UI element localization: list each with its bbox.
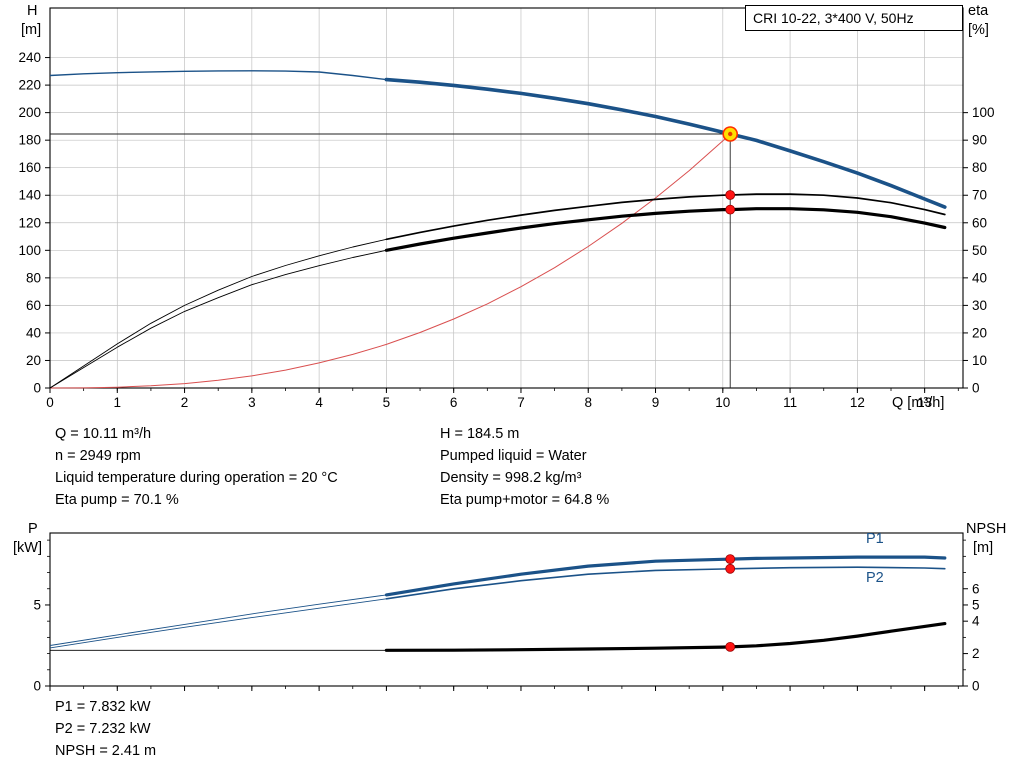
info-line-liquid: Pumped liquid = Water [440, 448, 587, 464]
x-tick-label: 6 [450, 395, 458, 410]
y-left-tick-label: 40 [26, 325, 41, 340]
y-left-tick-label: 0 [33, 381, 41, 396]
P2-curve [385, 566, 946, 600]
p-axis-title: P [28, 521, 38, 537]
eta-pump-motor-curve [384, 207, 947, 252]
info-line-p1: P1 = 7.832 kW [55, 699, 151, 715]
npsh-axis-unit: [m] [973, 540, 994, 556]
x-tick-label: 7 [517, 395, 525, 410]
npsh-axis-title: NPSH [966, 521, 1007, 537]
info-line-density: Density = 998.2 kg/m³ [440, 470, 582, 486]
y-left-tick-label: 180 [18, 133, 41, 148]
p1-series-label: P1 [866, 531, 884, 547]
duty-info-right: H = 184.5 m Pumped liquid = Water Densit… [440, 423, 609, 511]
eta-pump-point [725, 190, 736, 200]
info-line-p2: P2 = 7.232 kW [55, 721, 151, 737]
eta-pump-curve [385, 193, 946, 241]
y-right-tick-label: 0 [972, 679, 980, 694]
y-right-tick-label: 4 [972, 614, 980, 629]
y-right-tick-label: 40 [972, 270, 987, 285]
x-tick-label: 9 [652, 395, 660, 410]
y-left-tick-label: 80 [26, 270, 41, 285]
y-left-tick-label: 160 [18, 160, 41, 175]
x-tick-label: 11 [783, 395, 797, 410]
P1-curve-thin [49, 594, 387, 646]
info-line-npsh: NPSH = 2.41 m [55, 743, 157, 759]
y-left-tick-label: 0 [33, 679, 41, 694]
y-right-tick-label: 10 [972, 353, 987, 368]
y-left-tick-label: 140 [18, 188, 41, 203]
x-tick-label: 8 [584, 395, 592, 410]
plot-border [49, 7, 964, 389]
h-axis-title: H [27, 3, 38, 19]
x-tick-label: 12 [850, 395, 865, 410]
y-left-tick-label: 120 [18, 215, 41, 230]
y-left-tick-label: 220 [18, 78, 41, 93]
y-left-tick-label: 20 [26, 353, 41, 368]
eta-pump-motor-point [725, 204, 736, 215]
x-tick-label: 13 [917, 395, 932, 410]
y-right-tick-label: 70 [972, 188, 987, 203]
y-right-tick-label: 50 [972, 243, 987, 258]
info-line-n: n = 2949 rpm [55, 448, 141, 464]
x-tick-label: 1 [114, 395, 122, 410]
duty-point-marker-center [728, 131, 733, 137]
y-left-tick-label: 5 [33, 597, 41, 612]
x-tick-label: 0 [46, 395, 54, 410]
y-left-tick-label: 200 [18, 105, 41, 120]
x-tick-label: 4 [315, 395, 323, 410]
q-axis-label: Q [m³/h] [892, 395, 945, 411]
y-left-tick-label: 240 [18, 50, 41, 65]
duty-info-left: Q = 10.11 m³/h n = 2949 rpm Liquid tempe… [55, 423, 338, 511]
power-info: P1 = 7.832 kW P2 = 7.232 kW NPSH = 2.41 … [55, 696, 156, 762]
y-right-tick-label: 0 [972, 381, 980, 396]
info-line-etamotor: Eta pump+motor = 64.8 % [440, 492, 610, 508]
y-right-tick-label: 60 [972, 215, 987, 230]
eta-axis-unit: [%] [968, 22, 989, 38]
P2-curve-thin [49, 598, 387, 649]
eta-pump-motor-curve-thin [49, 249, 387, 389]
y-right-tick-label: 20 [972, 325, 987, 340]
y-right-tick-label: 2 [972, 646, 980, 661]
p2-series-label: P2 [866, 570, 884, 586]
info-line-q: Q = 10.11 m³/h [55, 426, 152, 442]
info-line-eta: Eta pump = 70.1 % [55, 492, 179, 508]
h-axis-unit: [m] [21, 22, 42, 38]
y-right-tick-label: 30 [972, 298, 987, 313]
y-right-tick-label: 6 [972, 581, 980, 596]
y-right-tick-label: 5 [972, 597, 980, 612]
x-tick-label: 5 [383, 395, 391, 410]
y-right-tick-label: 100 [972, 105, 995, 120]
info-line-h: H = 184.5 m [440, 426, 520, 442]
H-curve-curve-thin [49, 70, 387, 81]
y-left-tick-label: 60 [26, 298, 41, 313]
y-right-tick-label: 80 [972, 160, 987, 175]
y-left-tick-label: 100 [18, 243, 41, 258]
pump-title-box: CRI 10-22, 3*400 V, 50Hz [745, 5, 963, 31]
H-curve-curve [384, 77, 947, 209]
npsh-point [725, 642, 736, 652]
p1-point [725, 554, 736, 564]
NPSH-curve [384, 622, 947, 652]
x-tick-label: 3 [248, 395, 256, 410]
P1-curve [384, 555, 947, 597]
system-curve-curve [49, 133, 731, 389]
info-line-temp: Liquid temperature during operation = 20… [55, 470, 338, 486]
x-tick-label: 10 [715, 395, 730, 410]
y-right-tick-label: 90 [972, 133, 987, 148]
x-tick-label: 2 [181, 395, 189, 410]
eta-axis-title: eta [968, 3, 989, 19]
eta-pump-curve-thin [49, 238, 387, 389]
p2-point [725, 563, 736, 574]
plot-border [49, 532, 964, 687]
p-axis-unit: [kW] [13, 540, 42, 556]
